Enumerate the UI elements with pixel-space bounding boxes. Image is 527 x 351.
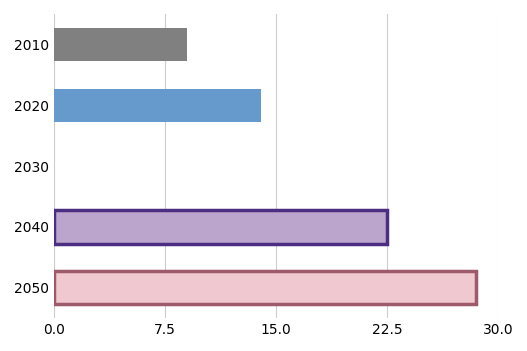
Bar (54, 271, 475, 304)
Bar (54, 28, 187, 61)
Bar (54, 210, 387, 244)
Bar (54, 88, 261, 122)
